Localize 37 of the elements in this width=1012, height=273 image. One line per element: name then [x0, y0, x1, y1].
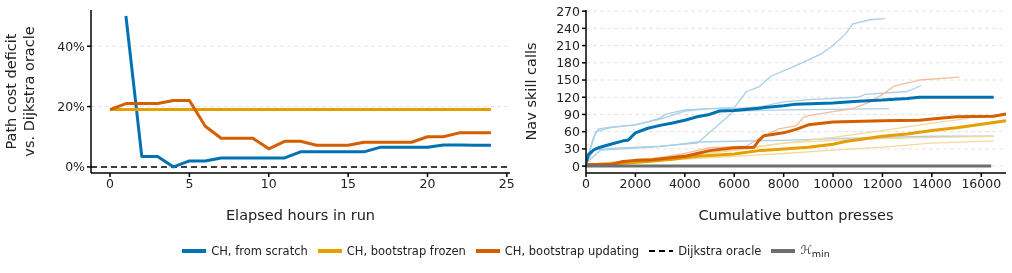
y-tick-label: 180 [556, 55, 581, 71]
x-axis-title: Cumulative button presses [698, 207, 894, 223]
y-tick-label: 150 [556, 72, 581, 88]
legend-label: CH, bootstrap updating [504, 244, 640, 259]
y-axis-title: Path cost deficit vs. Dijkstra oracle [3, 26, 37, 157]
y-tick-label: 210 [556, 38, 581, 54]
x-tick-label: 6000 [718, 175, 751, 191]
x-tick-label: 0 [106, 175, 115, 191]
y-tick-label: 20% [57, 99, 86, 115]
x-tick-label: 10 [260, 175, 277, 191]
x-tick-label: 4000 [668, 175, 701, 191]
x-tick-label: 2000 [619, 175, 652, 191]
legend-label: ℋ$_{min}$ [800, 243, 830, 260]
y-tick-label: 90 [564, 106, 581, 122]
x-tick-label: 15 [340, 175, 357, 191]
y-tick-label: 120 [556, 89, 581, 105]
legend-label: CH, from scratch [211, 244, 308, 259]
x-tick-label: 20 [419, 175, 436, 191]
x-tick-label: 25 [498, 175, 515, 191]
y-tick-label: 270 [556, 3, 581, 19]
legend-label: Dijkstra oracle [678, 244, 762, 259]
x-tick-label: 14000 [912, 175, 952, 191]
x-tick-label: 0 [582, 175, 591, 191]
y-tick-label: 60 [564, 124, 581, 140]
x-axis-title: Elapsed hours in run [225, 207, 376, 223]
y-tick-label: 40% [57, 38, 86, 54]
y-tick-label: 240 [556, 20, 581, 36]
x-tick-label: 16000 [961, 175, 1002, 191]
y-tick-label: 0 [572, 158, 581, 174]
x-tick-label: 10000 [813, 175, 853, 191]
y-tick-label: 30 [564, 141, 581, 157]
y-axis-title: Nav skill calls [523, 42, 539, 141]
x-tick-label: 5 [185, 175, 194, 191]
legend-label: CH, bootstrap frozen [346, 244, 466, 259]
x-tick-label: 8000 [767, 175, 800, 191]
x-tick-label: 12000 [862, 175, 903, 191]
y-tick-label: 0% [65, 159, 86, 175]
